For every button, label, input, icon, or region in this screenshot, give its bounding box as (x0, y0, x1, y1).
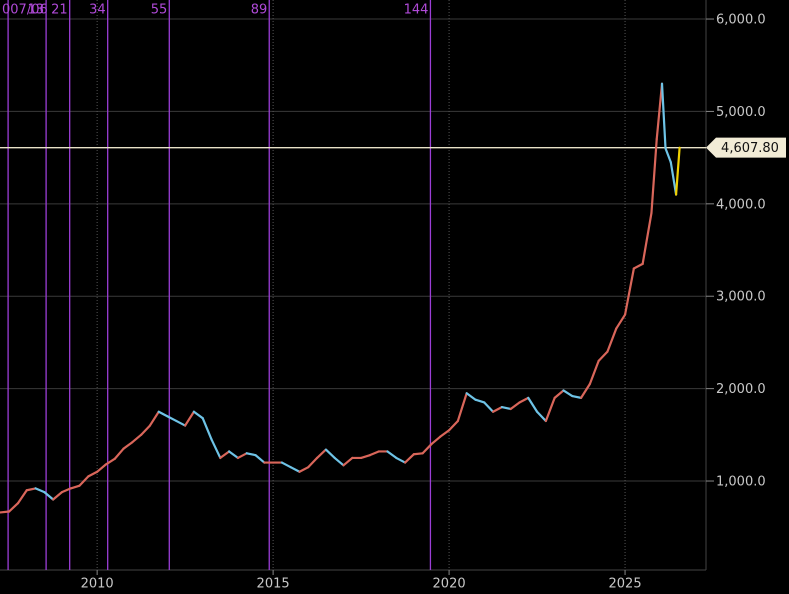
price-segment (25, 487, 37, 492)
x-tick-label: 2010 (81, 577, 114, 592)
price-segment (571, 394, 583, 399)
price-segment (210, 438, 222, 460)
price-segment (386, 450, 398, 460)
price-segment (615, 313, 627, 330)
price-segment (553, 389, 565, 399)
price-segment (588, 359, 600, 386)
price-segment (500, 406, 512, 411)
price-segment (421, 442, 433, 455)
price-segment (655, 82, 664, 141)
price-segment (650, 138, 658, 215)
price-segment (474, 398, 486, 404)
y-tick-label: 6,000.0 (716, 13, 766, 28)
price-segment (518, 396, 530, 404)
last-price-tag (706, 137, 786, 158)
price-segment (96, 463, 108, 473)
price-segment (52, 491, 64, 501)
y-tick-label: 4,000.0 (716, 197, 766, 212)
price-segment (69, 484, 81, 490)
price-segment (280, 461, 292, 469)
fib-label: 55 (151, 3, 168, 18)
price-segment (245, 452, 257, 457)
fib-label: 89 (251, 3, 268, 18)
x-tick-label: 2020 (433, 577, 466, 592)
price-segment (254, 454, 266, 464)
price-segment (122, 441, 134, 450)
price-segment (307, 456, 319, 469)
price-segment (289, 466, 301, 473)
price-segment (342, 456, 354, 467)
price-segment (447, 419, 459, 432)
price-segment (324, 448, 336, 460)
last-price-label: 4,607.80 (721, 141, 779, 156)
price-segment (641, 211, 653, 265)
price-segment (228, 450, 240, 460)
price-segment (16, 489, 28, 505)
price-segment (439, 429, 451, 438)
fib-label: 34 (89, 3, 106, 18)
price-segment (535, 410, 547, 423)
price-segment (8, 502, 20, 513)
price-segment (632, 262, 644, 270)
price-segment (192, 410, 204, 420)
price-segment (104, 457, 116, 466)
fib-label: 21 (51, 3, 68, 18)
price-segment (60, 487, 72, 494)
price-segment (87, 470, 99, 478)
price-segment (403, 453, 415, 464)
price-segment (157, 410, 169, 418)
price-segment (597, 350, 609, 363)
x-tick-label: 2015 (257, 577, 290, 592)
price-segment (623, 267, 635, 316)
price-segment (606, 327, 618, 353)
price-segment (34, 487, 46, 494)
price-segment (219, 450, 231, 460)
price-segment (527, 396, 539, 413)
fib-label: 007/06 (2, 3, 48, 18)
price-segment (140, 424, 152, 436)
x-tick-label: 2025 (609, 577, 642, 592)
price-segment (664, 147, 672, 164)
price-segment (465, 392, 477, 401)
price-segment (579, 382, 591, 399)
price-segment (316, 448, 328, 460)
price-segment (359, 454, 371, 460)
price-segment (166, 415, 178, 423)
price-segment (509, 401, 521, 411)
price-segment (491, 406, 503, 413)
price-segment (148, 410, 160, 427)
price-segment (175, 419, 187, 427)
price-segment (333, 456, 345, 467)
price-segment (236, 452, 248, 460)
fib-label: 13 (28, 3, 45, 18)
price-segment (43, 491, 55, 501)
price-segment (456, 392, 468, 423)
y-tick-label: 1,000.0 (716, 475, 766, 490)
price-segment (674, 146, 681, 196)
price-segment (544, 396, 556, 423)
price-segment (184, 410, 196, 427)
price-segment (395, 456, 407, 464)
price-segment (483, 401, 495, 413)
price-segment (0, 510, 11, 514)
price-segment (669, 161, 678, 196)
y-tick-label: 2,000.0 (716, 382, 766, 397)
fib-label: 144 (404, 3, 429, 18)
price-segment (368, 450, 380, 457)
price-segment (430, 435, 442, 446)
y-tick-label: 3,000.0 (716, 290, 766, 305)
price-segment (131, 433, 143, 444)
price-segment (660, 82, 667, 150)
y-tick-label: 5,000.0 (716, 105, 766, 120)
price-segment (78, 475, 90, 487)
price-segment (201, 417, 213, 441)
price-segment (113, 447, 125, 460)
price-segment (298, 466, 310, 473)
price-segment (412, 452, 424, 456)
price-segment (562, 389, 574, 398)
